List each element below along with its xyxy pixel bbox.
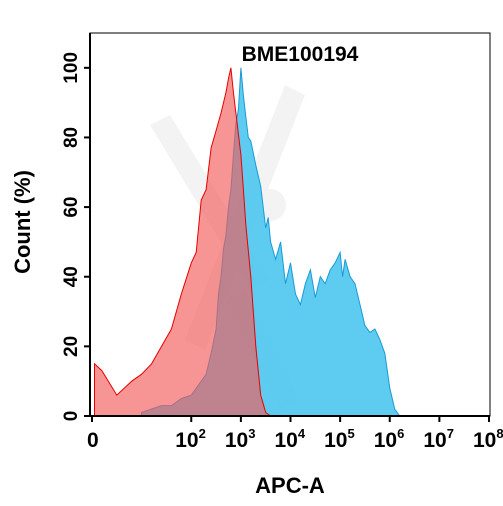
x-tick-label: 0 [87, 429, 99, 452]
x-tick-label: 108 [473, 426, 503, 452]
y-tick-label: 40 [61, 266, 82, 287]
x-tick-label: 107 [423, 426, 454, 452]
y-ticks: 0 20 40 60 80 100 [61, 52, 90, 421]
x-axis-title: APC-A [255, 473, 325, 498]
y-tick-label: 80 [61, 127, 82, 148]
x-ticks: 0 102 103 104 105 106 107 108 [87, 416, 503, 452]
y-tick-label: 20 [61, 336, 82, 357]
x-tick-label: 106 [374, 426, 405, 452]
x-tick-label: 103 [225, 426, 256, 452]
series-layer [94, 67, 489, 417]
x-tick-label: 104 [275, 426, 306, 452]
x-tick-label: 102 [175, 426, 206, 452]
histogram-series-2 [94, 67, 281, 417]
y-tick-label: 100 [61, 52, 82, 84]
y-axis-title: Count (%) [10, 170, 35, 274]
x-tick-label: 105 [324, 426, 355, 452]
chart-title: BME100194 [242, 43, 359, 66]
y-tick-label: 0 [61, 411, 82, 422]
y-tick-label: 60 [61, 197, 82, 218]
